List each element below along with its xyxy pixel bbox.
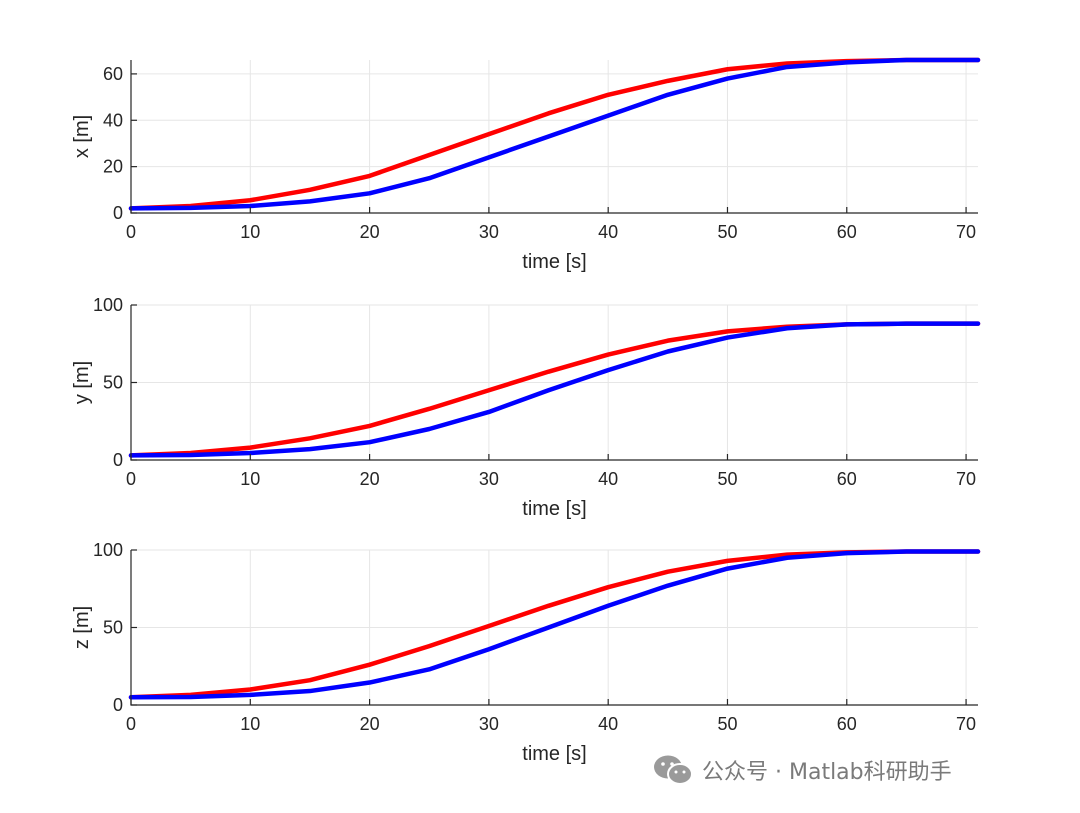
subplot-2: 0 10 20 30 40 50 60 70 0 50 100 time [s] y [m] (71, 295, 981, 520)
x-tick-label: 20 (360, 714, 380, 734)
x-tick-label: 50 (717, 469, 737, 489)
x-tick-label: 30 (479, 222, 499, 242)
x-tick-label: 10 (240, 714, 260, 734)
x-tick-label: 30 (479, 469, 499, 489)
x-tick-label: 60 (837, 222, 857, 242)
watermark: 公众号 · Matlab科研助手 (652, 752, 952, 788)
y-axis-label: x [m] (71, 115, 93, 158)
x-tick-label: 0 (126, 469, 136, 489)
subplot-1: 0 10 20 30 40 50 60 70 0 20 40 60 time [s] x [m] (71, 57, 981, 273)
watermark-text: 公众号 · Matlab科研助手 (702, 760, 952, 785)
x-tick-label: 40 (598, 222, 618, 242)
series-line-blue (128, 57, 981, 211)
y-tick-label: 100 (93, 540, 123, 560)
y-tick-label: 0 (113, 695, 123, 715)
x-tick-label: 70 (956, 222, 976, 242)
x-tick-label: 60 (837, 714, 857, 734)
y-tick-label: 40 (103, 110, 123, 130)
x-tick-label: 70 (956, 469, 976, 489)
x-tick-label: 50 (717, 714, 737, 734)
x-axis-label: time [s] (522, 743, 586, 765)
x-tick-label: 20 (360, 469, 380, 489)
x-tick-label: 60 (837, 469, 857, 489)
x-tick-label: 20 (360, 222, 380, 242)
x-tick-label: 10 (240, 469, 260, 489)
y-axis-label: y [m] (71, 361, 93, 404)
y-tick-label: 100 (93, 295, 123, 315)
x-axis-label: time [s] (522, 251, 586, 273)
y-tick-label: 0 (113, 203, 123, 223)
x-tick-label: 50 (717, 222, 737, 242)
y-tick-label: 60 (103, 64, 123, 84)
x-tick-label: 10 (240, 222, 260, 242)
series-line-blue (128, 321, 981, 458)
wechat-icon (654, 755, 693, 785)
x-tick-label: 30 (479, 714, 499, 734)
x-tick-label: 0 (126, 714, 136, 734)
y-axis-label: z [m] (71, 606, 93, 649)
x-tick-label: 0 (126, 222, 136, 242)
x-tick-label: 40 (598, 714, 618, 734)
x-tick-label: 70 (956, 714, 976, 734)
series-line-blue (128, 549, 981, 700)
y-tick-label: 20 (103, 157, 123, 177)
x-tick-label: 40 (598, 469, 618, 489)
subplot-3: 0 10 20 30 40 50 60 70 0 50 100 time [s] z [m] (71, 540, 981, 765)
y-tick-label: 50 (103, 373, 123, 393)
x-axis-label: time [s] (522, 498, 586, 520)
y-tick-label: 0 (113, 450, 123, 470)
y-tick-label: 50 (103, 618, 123, 638)
